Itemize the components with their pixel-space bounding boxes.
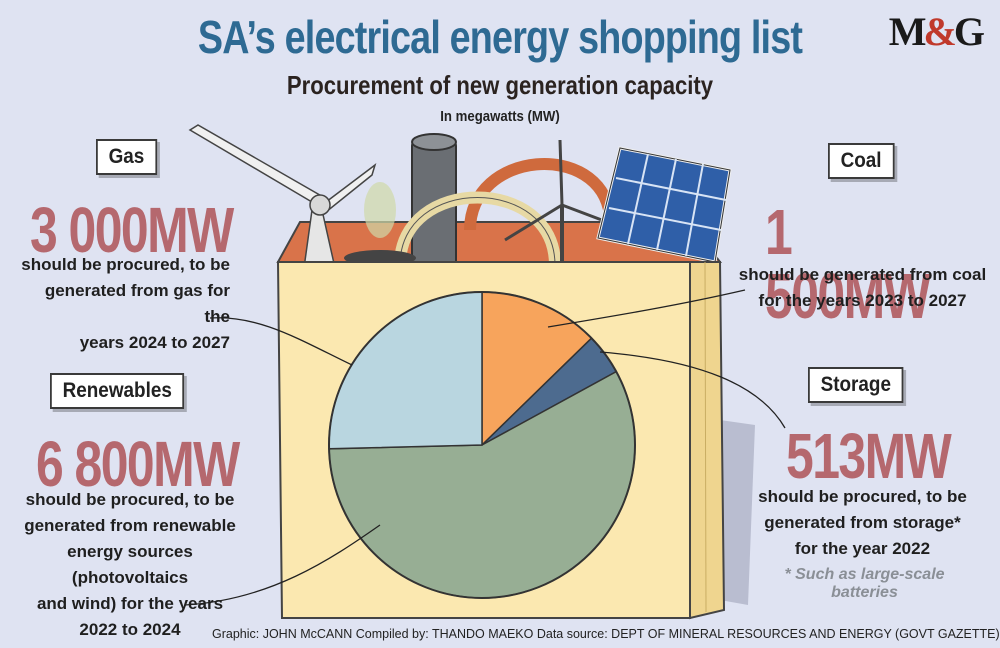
wind-turbine-icon: [188, 124, 377, 269]
flame-icon: [364, 182, 396, 238]
storage-tag: Storage: [808, 367, 904, 403]
renewables-description: should be procured, to be generated from…: [24, 490, 236, 639]
storage-footnote: * Such as large-scale batteries: [784, 566, 945, 601]
coal-value: 1 500MW: [765, 196, 931, 332]
renewables-value: 6 800MW: [36, 428, 240, 500]
bag-shadow: [720, 420, 755, 605]
pie-chart: [328, 291, 636, 599]
gas-leader: [209, 317, 353, 366]
renewables-leader: [184, 524, 381, 606]
storage-value: 513MW: [786, 420, 952, 492]
coal-leader: [547, 289, 746, 328]
gas-tag: Gas: [96, 139, 157, 175]
storage-leader: [599, 351, 786, 429]
renewables-tag: Renewables: [50, 373, 185, 409]
coal-tag: Coal: [828, 143, 895, 179]
storage-description: should be procured, to be generated from…: [758, 487, 967, 558]
credits: Graphic: JOHN McCANN Compiled by: THANDO…: [212, 627, 1000, 641]
gas-description: should be procured, to be generated from…: [21, 255, 230, 352]
bag-side: [689, 261, 726, 620]
page-subtitle: Procurement of new generation capacity: [286, 70, 714, 100]
page-title: SA’s electrical energy shopping list: [197, 11, 803, 63]
pie-outline: [328, 291, 636, 599]
coal-description: should be generated from coal for the ye…: [738, 265, 987, 310]
gas-value: 3 000MW: [30, 194, 234, 266]
mg-logo: M&G: [888, 9, 985, 54]
units-label: In megawatts (MW): [440, 108, 560, 125]
